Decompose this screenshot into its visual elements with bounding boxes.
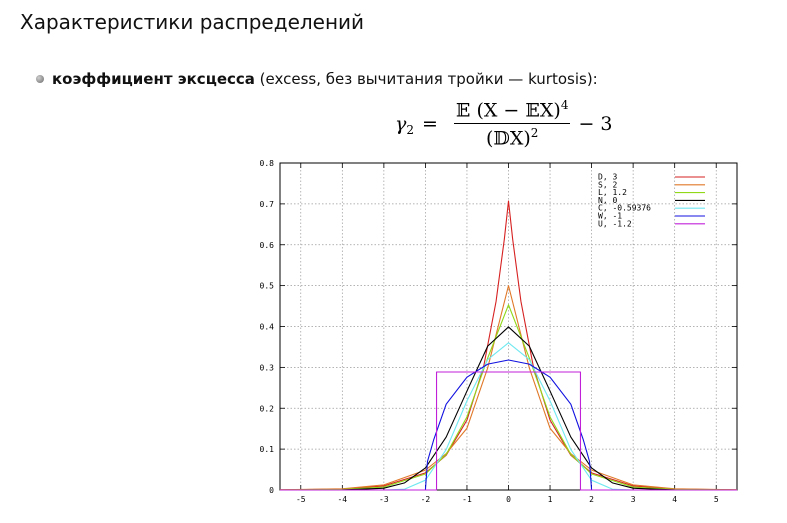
- x-tick-label: -3: [379, 495, 389, 504]
- series-layer: [279, 200, 738, 491]
- y-tick-label: 0.6: [260, 241, 275, 250]
- kurtosis-formula: γ2 = 𝔼 (X − 𝔼X)4 (𝔻X)2 − 3: [395, 98, 613, 150]
- y-tick-label: 0.4: [260, 323, 275, 332]
- x-tick-label: 4: [672, 495, 677, 504]
- x-tick-label: -2: [421, 495, 431, 504]
- bullet-icon: [36, 74, 44, 83]
- series-line: [279, 200, 738, 491]
- formula-fraction: 𝔼 (X − 𝔼X)4 (𝔻X)2: [453, 98, 571, 150]
- legend-label: U, -1.2: [598, 219, 632, 228]
- y-tick-label: 0.1: [260, 445, 275, 454]
- formula-numerator: 𝔼 (X − 𝔼X)4: [453, 98, 571, 125]
- y-tick-label: 0.3: [260, 363, 275, 372]
- y-tick-label: 0.8: [260, 159, 275, 168]
- x-tick-label: 2: [589, 495, 594, 504]
- y-tick-label: 0.5: [260, 282, 275, 291]
- legend-label: W, -1: [598, 212, 622, 221]
- x-tick-label: 0: [506, 495, 511, 504]
- formula-lhs: γ2: [395, 112, 414, 137]
- series-line: [279, 326, 738, 491]
- x-tick-label: -1: [462, 495, 472, 504]
- y-tick-label: 0: [269, 486, 274, 495]
- x-tick-label: 5: [714, 495, 719, 504]
- series-line: [280, 359, 737, 491]
- x-tick-label: 1: [548, 495, 553, 504]
- legend-label: C, -0.59376: [598, 204, 651, 213]
- x-tick-label: -4: [337, 495, 347, 504]
- legend-label: S, 2: [598, 180, 617, 189]
- legend-label: N, 0: [598, 196, 617, 205]
- y-tick-label: 0.7: [260, 200, 275, 209]
- bullet-text: (excess, без вычитания тройки — kurtosis…: [254, 70, 598, 88]
- slide-title: Характеристики распределений: [20, 10, 365, 34]
- x-tick-label: 3: [631, 495, 636, 504]
- formula-tail: − 3: [578, 112, 613, 135]
- formula-denominator: (𝔻X)2: [485, 126, 539, 150]
- series-line: [279, 285, 738, 491]
- formula-equals: =: [422, 112, 438, 135]
- series-line: [280, 371, 737, 491]
- x-tick-label: -5: [296, 495, 306, 504]
- bullet-term: коэффициент эксцесса: [52, 70, 255, 88]
- axis-ticks: -5 -4 -3 -2 -1 0 1 2 3 4 5 0 0.1 0.2 0.3 0.4 0.5 0.6 0.7 0.…: [260, 159, 737, 504]
- legend-label: L, 1.2: [598, 188, 627, 197]
- bullet-item: коэффициент эксцесса (excess, без вычита…: [36, 70, 598, 88]
- series-line: [279, 304, 738, 491]
- legend-label: D, 3: [598, 173, 617, 182]
- y-tick-label: 0.2: [260, 404, 275, 413]
